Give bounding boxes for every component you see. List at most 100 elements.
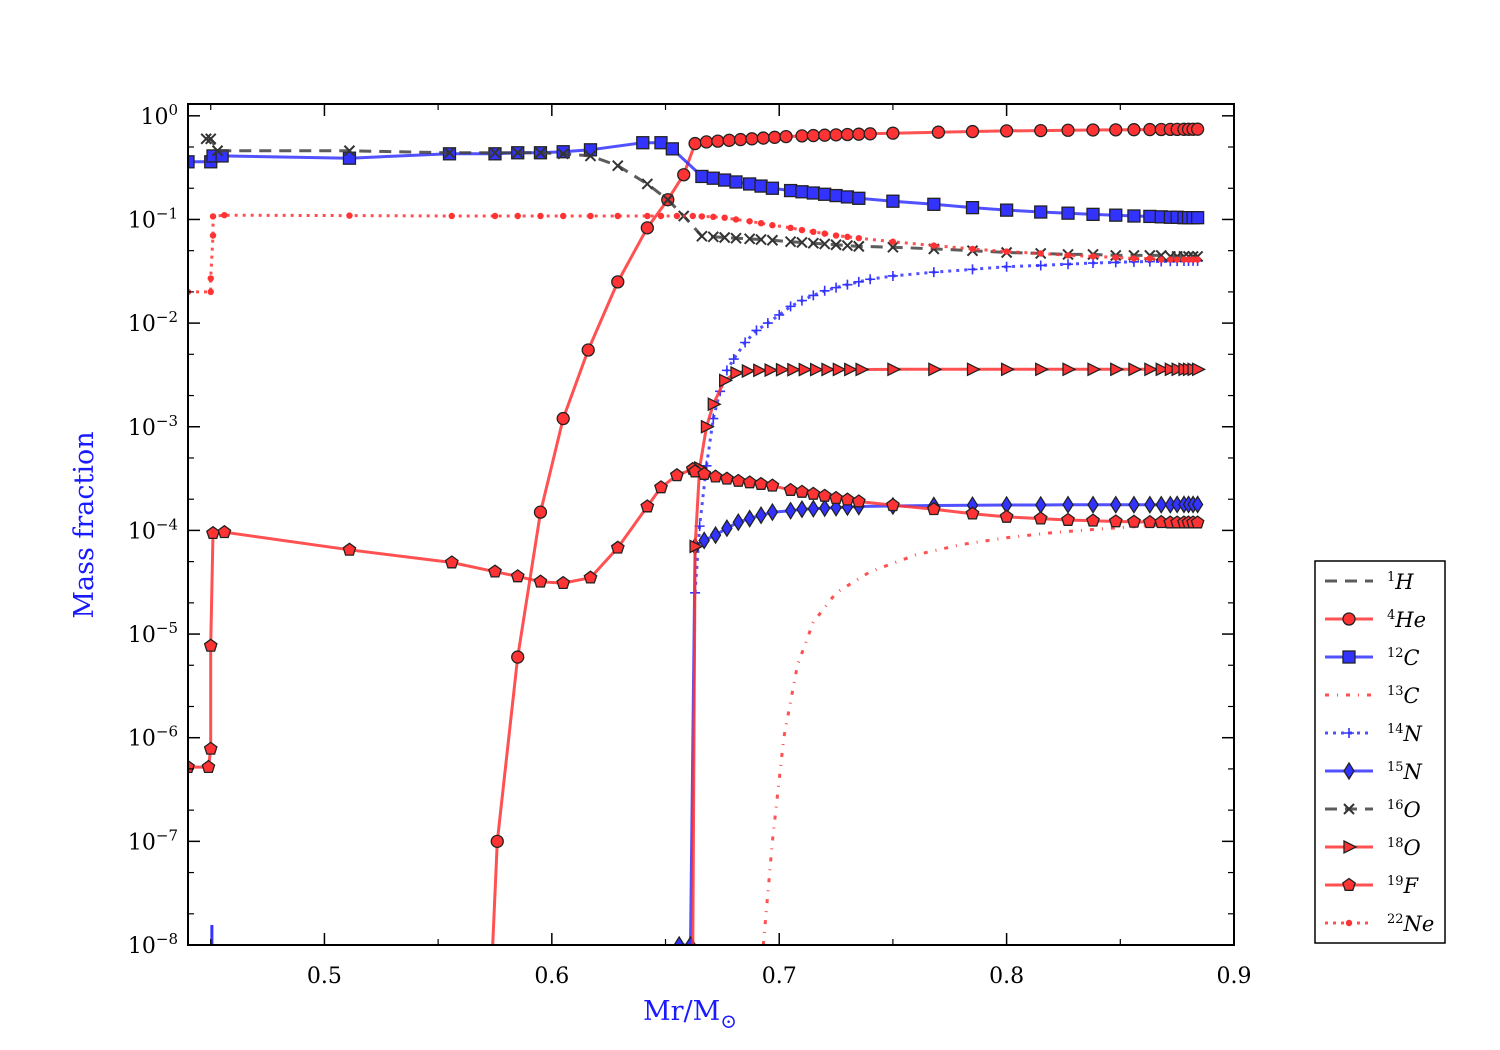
data-point bbox=[808, 290, 819, 301]
data-point bbox=[688, 136, 702, 151]
data-point bbox=[829, 128, 843, 142]
data-point bbox=[640, 499, 655, 513]
data-point bbox=[1037, 250, 1044, 257]
data-point bbox=[1112, 254, 1119, 261]
legend: 1H 4He 12C 13C 14N 15N 16O 18O 19F 22Ne bbox=[1314, 560, 1446, 944]
data-point bbox=[1173, 256, 1181, 263]
data-point bbox=[753, 363, 768, 378]
data-point bbox=[511, 650, 525, 664]
data-point bbox=[779, 129, 793, 144]
data-point bbox=[999, 203, 1014, 217]
data-point bbox=[796, 295, 807, 306]
data-point bbox=[769, 222, 776, 229]
data-point bbox=[1063, 259, 1073, 270]
data-point bbox=[842, 279, 853, 290]
data-point bbox=[928, 267, 939, 278]
data-point bbox=[710, 213, 717, 221]
data-point bbox=[200, 133, 212, 145]
legend-entry: 15N bbox=[1325, 760, 1423, 784]
data-point bbox=[211, 145, 224, 157]
y-tick-label: 100 bbox=[140, 101, 178, 130]
data-point bbox=[863, 127, 877, 141]
data-point bbox=[852, 127, 866, 141]
data-point bbox=[1062, 362, 1077, 377]
data-point bbox=[926, 501, 941, 516]
data-point bbox=[721, 518, 733, 538]
data-point bbox=[556, 145, 570, 159]
data-point bbox=[207, 288, 214, 296]
data-point bbox=[217, 524, 232, 539]
data-point bbox=[757, 220, 765, 227]
legend-label: 12C bbox=[1387, 646, 1420, 670]
data-point bbox=[1086, 513, 1100, 527]
data-point bbox=[787, 362, 802, 377]
data-point bbox=[832, 232, 840, 239]
data-point bbox=[1109, 208, 1123, 222]
y-tick-label: 10−4 bbox=[128, 515, 178, 544]
data-point bbox=[444, 555, 459, 569]
data-point bbox=[1003, 248, 1010, 255]
x-tick-label: 0.8 bbox=[989, 964, 1024, 989]
data-point bbox=[611, 275, 625, 289]
data-point bbox=[1194, 256, 1201, 263]
data-point bbox=[1061, 512, 1075, 526]
data-point bbox=[1155, 249, 1167, 262]
data-point bbox=[730, 365, 745, 381]
data-point bbox=[969, 245, 976, 253]
y-tick-label: 10−8 bbox=[128, 930, 178, 959]
plot-data bbox=[188, 122, 1207, 945]
y-tick-label: 10−7 bbox=[128, 826, 178, 855]
data-point bbox=[729, 175, 743, 189]
data-point bbox=[1185, 256, 1192, 263]
legend-label: 13C bbox=[1387, 684, 1420, 708]
data-point bbox=[662, 194, 674, 206]
data-point bbox=[927, 197, 941, 211]
data-point bbox=[966, 362, 981, 377]
data-point bbox=[853, 240, 865, 253]
data-point bbox=[818, 187, 832, 201]
data-point bbox=[654, 480, 668, 494]
data-point bbox=[840, 492, 855, 506]
data-point bbox=[844, 362, 859, 377]
data-point bbox=[722, 133, 736, 147]
data-point bbox=[795, 185, 809, 199]
data-point bbox=[852, 191, 866, 205]
data-point bbox=[533, 574, 548, 588]
data-point bbox=[673, 935, 685, 945]
y-tick-label: 10−2 bbox=[128, 308, 178, 337]
legend-marker bbox=[1342, 877, 1356, 891]
data-point bbox=[677, 168, 691, 182]
data-point bbox=[510, 569, 525, 583]
data-point bbox=[696, 230, 708, 242]
data-point bbox=[443, 147, 456, 159]
data-point bbox=[1191, 362, 1207, 377]
data-point bbox=[795, 129, 809, 143]
data-point bbox=[853, 276, 864, 287]
data-point bbox=[830, 239, 842, 251]
data-point bbox=[584, 150, 597, 162]
data-point bbox=[999, 124, 1014, 138]
data-point bbox=[732, 512, 745, 532]
data-point bbox=[1128, 362, 1143, 377]
legend-label: 1H bbox=[1387, 570, 1414, 594]
series-he-4 bbox=[490, 122, 1205, 945]
legend-marker bbox=[1344, 728, 1354, 738]
data-point bbox=[201, 759, 216, 774]
data-point bbox=[689, 212, 697, 220]
data-point bbox=[1127, 209, 1141, 223]
data-point bbox=[807, 499, 820, 518]
data-point bbox=[636, 136, 650, 150]
data-point bbox=[743, 233, 756, 245]
data-point bbox=[742, 475, 757, 489]
data-point bbox=[1171, 362, 1186, 377]
data-point bbox=[641, 178, 654, 190]
data-point bbox=[755, 233, 767, 246]
data-point bbox=[1128, 495, 1140, 514]
data-point bbox=[886, 126, 900, 140]
data-point bbox=[711, 134, 725, 148]
legend-entry: 12C bbox=[1325, 646, 1420, 670]
data-point bbox=[798, 362, 813, 377]
x-tick-label: 0.9 bbox=[1217, 964, 1252, 989]
data-point bbox=[745, 132, 759, 146]
